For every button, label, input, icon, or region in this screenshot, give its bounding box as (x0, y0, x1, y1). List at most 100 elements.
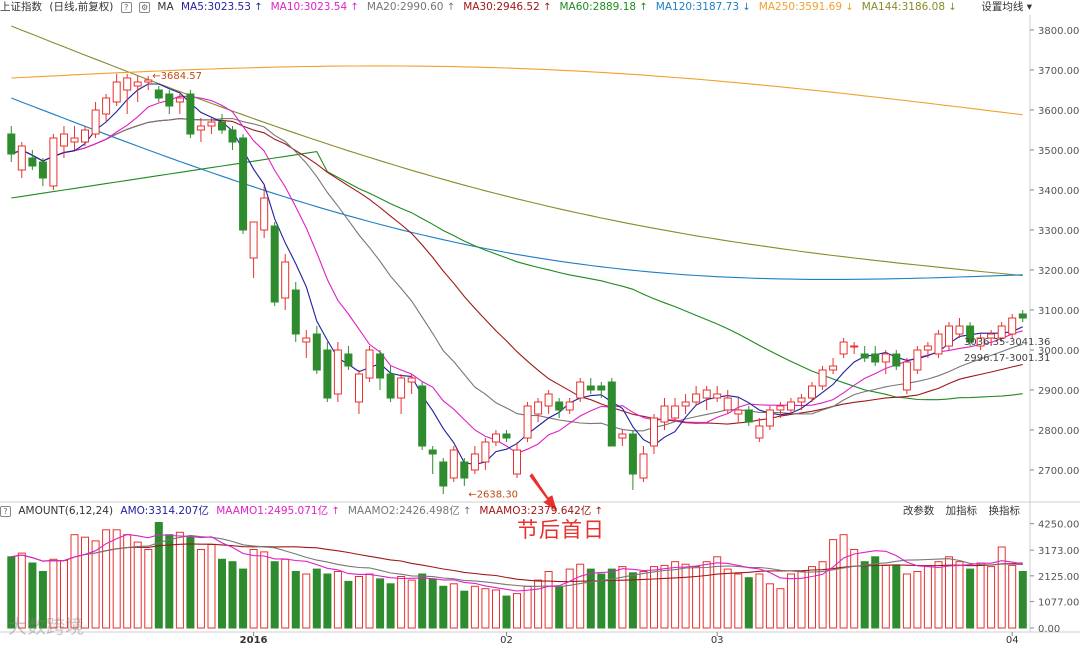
candle-up (808, 385, 816, 399)
candle-down (312, 333, 321, 371)
candle-up (470, 453, 479, 471)
volume-bar-down (165, 534, 174, 629)
volume-bar-down (628, 572, 637, 629)
edit-params-button[interactable]: 改参数 (902, 505, 935, 517)
volume-bar-down (586, 568, 595, 629)
price-tick-label: 3600.00 (1038, 106, 1079, 117)
volume-bar-down (966, 568, 975, 629)
volume-bar-down (376, 578, 385, 629)
volume-bar-up (207, 544, 216, 629)
candle-up (765, 409, 774, 427)
volume-bar-down (428, 578, 437, 629)
volume-bar-up (123, 534, 132, 629)
volume-bar-up (618, 566, 627, 629)
volume-bar-up (91, 540, 100, 629)
volume-bar-up (492, 589, 500, 629)
volume-bar-down (186, 536, 195, 629)
price-tick-label: 2700.00 (1038, 466, 1079, 477)
date-tick-label: 2016 (240, 635, 268, 645)
volume-bar-down (228, 561, 237, 629)
candle-up (17, 145, 26, 171)
maamo-legend: MAAMO1:2495.071亿 ↑ MAAMO2:2426.498亿 ↑ MAAM… (216, 505, 611, 517)
amo-value: AMO:3314.207亿 (120, 505, 209, 517)
volume-bar-up (650, 566, 658, 629)
volume-bar-down (270, 561, 279, 629)
candle-up (144, 79, 153, 83)
help-icon[interactable]: ? (120, 1, 132, 13)
candle-up (133, 81, 142, 87)
switch-indicator-button[interactable]: 换指标 (988, 505, 1021, 517)
volume-indicator-name[interactable]: AMOUNT(6,12,24) (18, 505, 114, 517)
candle-up (692, 393, 701, 403)
volume-bar-down (154, 522, 163, 629)
symbol-label[interactable]: 上证指数 (0, 1, 42, 13)
candle-up (302, 337, 311, 343)
extreme-price-label: ←3684.57 (152, 71, 202, 82)
add-indicator-button[interactable]: 加指标 (945, 505, 978, 517)
arrow-up-icon: ↑ (594, 506, 604, 517)
candle-down (892, 353, 901, 367)
candle-down (418, 385, 427, 447)
candle-up (196, 125, 205, 131)
arrow-up-icon: ↑ (463, 506, 472, 517)
volume-bar-down (38, 571, 47, 629)
candle-down (597, 385, 606, 391)
volume-bar-up (481, 588, 490, 629)
volume-tick-label: 0.00 (1038, 624, 1060, 635)
candle-up (787, 401, 795, 411)
volume-bar-up (945, 556, 953, 629)
volume-bar-up (639, 571, 648, 629)
date-tick-label: 02 (500, 635, 513, 645)
candle-up (481, 441, 490, 463)
gear-icon[interactable]: ⚙ (139, 1, 151, 13)
ma-settings-label: 设置均线 (981, 1, 1024, 13)
volume-bar-up (407, 579, 416, 629)
ma-settings-button[interactable]: 设置均线 ▾ (981, 0, 1032, 15)
price-tick-label: 3700.00 (1038, 66, 1079, 77)
candle-up (333, 349, 342, 395)
candle-up (112, 81, 121, 103)
arrow-up-icon: ↑ (446, 2, 456, 13)
volume-bar-down (291, 571, 300, 629)
candle-up (671, 405, 680, 419)
volume-bar-up (692, 566, 701, 629)
volume-bar-up (102, 529, 111, 629)
candle-down (239, 137, 248, 231)
volume-bar-up (808, 566, 816, 629)
ma5-line (11, 83, 1023, 465)
candle-up (934, 333, 943, 355)
candle-down (154, 89, 163, 99)
volume-bar-up (112, 529, 121, 629)
volume-bar-up (144, 549, 153, 629)
candle-up (702, 389, 711, 399)
last-value-label: 3036.35-3041.36 (964, 337, 1050, 348)
candle-down (607, 381, 616, 447)
candle-up (513, 449, 521, 475)
volume-bar-down (323, 573, 332, 629)
candle-up (850, 345, 859, 348)
maamo-legend-item: MAAMO2:2426.498亿 ↑ (347, 505, 472, 517)
price-tick-label: 3500.00 (1038, 146, 1079, 157)
extreme-price-label: ←2638.30 (468, 490, 518, 501)
volume-bar-up (734, 573, 743, 629)
volume-bar-up (81, 536, 89, 629)
indicator-name[interactable]: MA (157, 1, 174, 13)
maamo-legend-item: MAAMO3:2379.642亿 ↑ (479, 505, 604, 517)
volume-bar-up (976, 562, 985, 629)
candle-down (586, 385, 595, 391)
candle-up (639, 453, 648, 479)
volume-bar-up (302, 573, 311, 629)
ma120-line (11, 97, 1023, 280)
volume-bar-up (702, 561, 711, 629)
volume-bar-down (555, 585, 564, 629)
volume-bar-up (765, 583, 774, 629)
price-tick-label: 3000.00 (1038, 346, 1079, 357)
candle-down (323, 349, 332, 399)
volume-tick-label: 4250.00 (1038, 520, 1079, 531)
candle-down (744, 409, 753, 423)
volume-bar-down (892, 564, 901, 629)
help-icon[interactable]: ? (0, 505, 11, 517)
price-tick-label: 3100.00 (1038, 306, 1079, 317)
volume-bar-down (418, 573, 427, 629)
